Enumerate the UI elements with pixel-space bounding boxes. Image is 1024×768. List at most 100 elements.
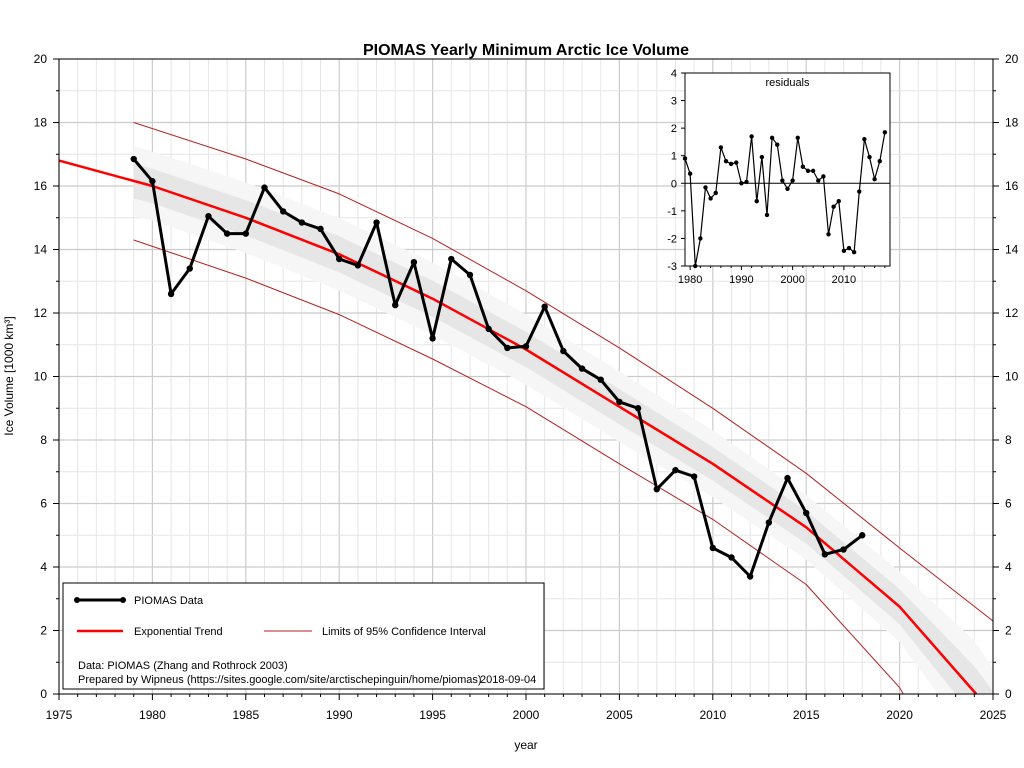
data-point <box>709 544 716 552</box>
x-tick-label: 1990 <box>326 708 353 722</box>
inset-residual-point <box>734 160 739 165</box>
y-tick-label-right: 16 <box>1005 179 1019 193</box>
prediction-band-inner <box>133 163 993 694</box>
inset-y-tick-label: 0 <box>671 178 677 190</box>
data-point <box>167 290 175 298</box>
inset-residual-point <box>693 263 698 269</box>
ci-lower-line <box>133 239 904 695</box>
x-tick-label: 1980 <box>139 708 166 722</box>
inset-residual-point <box>723 159 729 164</box>
y-tick-label-right: 20 <box>1005 52 1019 66</box>
y-tick-label-left: 18 <box>34 116 48 130</box>
inset-residual-point <box>785 186 790 191</box>
credits-line-1: Data: PIOMAS (Zhang and Rothrock 2003) <box>78 660 288 672</box>
inset-residual-point <box>769 135 775 140</box>
prediction-band-outer <box>133 145 993 694</box>
data-point <box>317 225 324 233</box>
inset-residual-point <box>836 199 841 204</box>
inset-residual-point <box>764 212 770 218</box>
data-point <box>803 509 810 517</box>
legend-data-marker-right <box>120 597 126 603</box>
x-tick-label: 2025 <box>980 708 1007 722</box>
x-tick-label: 2020 <box>886 708 913 722</box>
chart-title: PIOMAS Yearly Minimum Arctic Ice Volume <box>363 42 689 59</box>
inset-y-tick-label: -2 <box>667 233 677 245</box>
x-axis-label: year <box>514 738 537 752</box>
inset-residual-point <box>713 190 718 196</box>
inset-residual-point <box>862 136 867 142</box>
data-point <box>336 255 343 263</box>
data-point <box>373 219 380 226</box>
inset-residual-point <box>708 196 713 201</box>
inset-residual-point <box>744 179 749 185</box>
data-point <box>765 519 773 526</box>
data-point <box>298 219 306 226</box>
inset-residual-point <box>775 142 780 147</box>
data-point <box>560 347 567 355</box>
x-tick-label: 2015 <box>793 708 820 722</box>
credits-date: 2018-09-04 <box>480 674 536 686</box>
data-point <box>149 178 156 185</box>
inset-residual-point <box>831 204 836 209</box>
inset-y-tick-label: 2 <box>671 123 677 135</box>
data-point <box>653 486 660 493</box>
inset-y-tick-label: 3 <box>671 96 677 108</box>
inset-x-tick-label: 2000 <box>780 274 804 286</box>
residuals-inset: residuals -3 -2 -1 0 1 2 3 4 1980 1990 2000 2010 <box>667 68 891 286</box>
y-tick-label-right: 0 <box>1005 687 1012 701</box>
inset-residual-point <box>728 161 734 167</box>
legend-box <box>62 582 545 690</box>
y-tick-label-left: 16 <box>34 179 48 193</box>
y-axis-label: Ice Volume [1000 km³] <box>2 316 16 435</box>
data-series-group <box>130 155 866 580</box>
inset-y-tick-label: -1 <box>667 206 677 218</box>
data-point <box>541 303 548 310</box>
data-point <box>279 208 287 215</box>
data-point <box>672 466 679 474</box>
data-point <box>690 473 698 480</box>
data-point <box>597 376 604 383</box>
data-point <box>634 405 642 412</box>
y-tick-label-left: 12 <box>34 306 48 320</box>
data-point <box>466 271 474 279</box>
data-point <box>392 301 399 309</box>
inset-x-tick-label: 1990 <box>729 274 753 286</box>
y-tick-label-right: 14 <box>1005 243 1019 257</box>
x-tick-label: 1975 <box>46 708 73 722</box>
legend-ci-label: Limits of 95% Confidence Interval <box>322 626 486 638</box>
inset-residual-point <box>790 178 795 183</box>
inset-residual-point <box>805 168 811 174</box>
inset-residual-point <box>877 159 882 164</box>
data-point <box>130 155 137 163</box>
inset-residual-point <box>810 168 816 174</box>
axes: 1975 1980 1985 1990 1995 2000 2005 2010 2015 2020… <box>34 52 1019 722</box>
y-tick-label-right: 8 <box>1005 433 1012 447</box>
inset-residual-point <box>857 189 862 194</box>
x-tick-label: 2010 <box>699 708 726 722</box>
x-tick-label: 1995 <box>419 708 446 722</box>
data-point <box>205 212 212 220</box>
legend-data-marker-left <box>74 597 80 603</box>
inset-residual-point <box>816 178 821 183</box>
data-point <box>728 554 735 561</box>
inset-residual-point <box>800 164 806 169</box>
y-tick-label-right: 10 <box>1005 370 1019 384</box>
inset-frame <box>684 72 891 267</box>
confidence-interval-lines <box>133 122 994 695</box>
y-tick-label-right: 12 <box>1005 306 1019 320</box>
data-point <box>504 344 511 352</box>
legend-trend-label: Exponential Trend <box>134 626 223 638</box>
inset-residual-point <box>718 145 724 150</box>
inset-title: residuals <box>765 77 810 89</box>
inset-residual-point <box>754 199 759 204</box>
inset-residual-point <box>749 134 754 139</box>
y-tick-label-left: 8 <box>40 433 47 447</box>
data-point <box>261 184 268 191</box>
inset-x-tick-label: 2010 <box>832 274 856 286</box>
data-point <box>354 262 362 269</box>
inset-residual-point <box>759 154 765 160</box>
inset-residual-point <box>882 130 888 135</box>
x-tick-label: 2000 <box>513 708 540 722</box>
inset-residual-point <box>826 232 831 237</box>
